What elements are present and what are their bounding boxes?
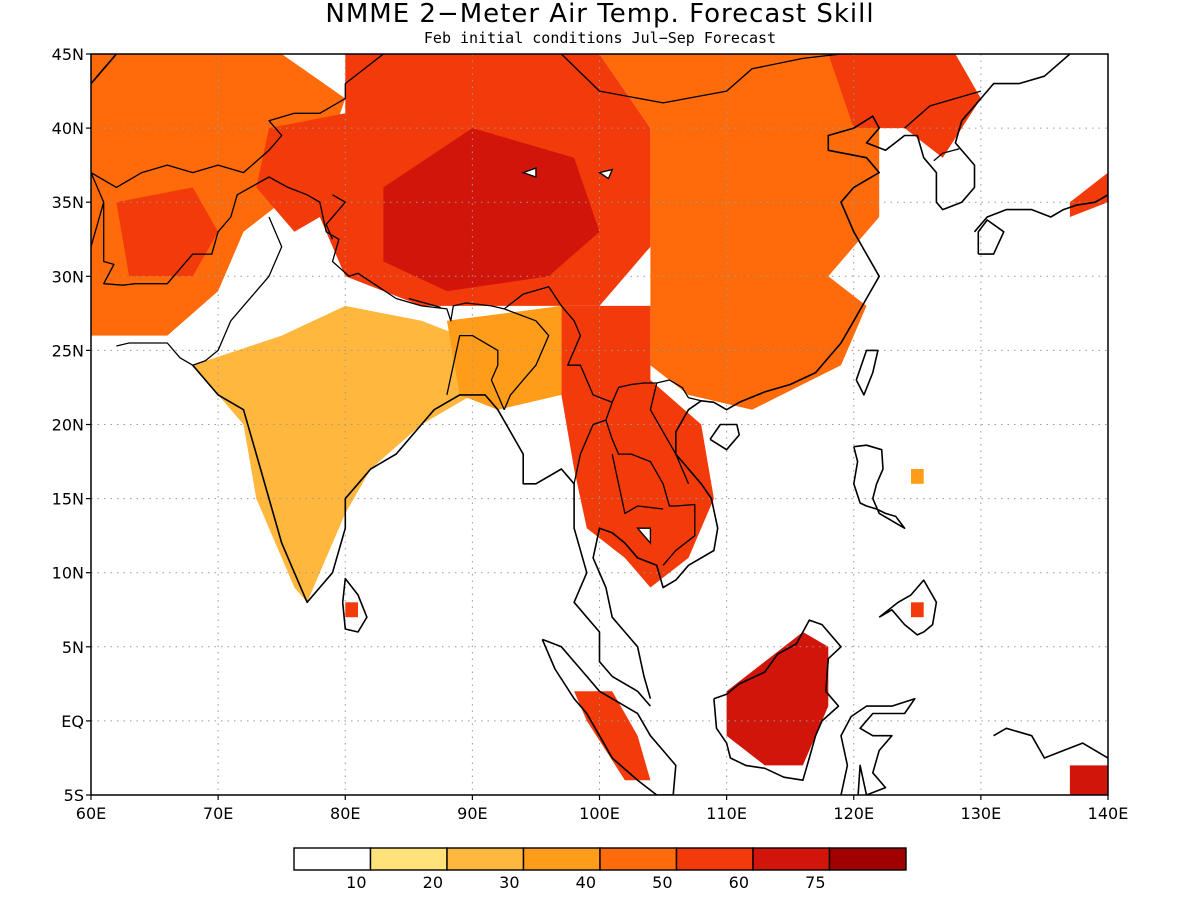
- colorbar-label: 60: [729, 873, 749, 892]
- coastline: [541, 638, 677, 795]
- y-tick-label: 45N: [52, 45, 84, 64]
- colorbar: 10 20 30 40 50 60 75: [293, 847, 907, 892]
- coastline: [878, 579, 938, 636]
- colorbar-swatch: [828, 847, 907, 871]
- country-border: [91, 54, 384, 189]
- colorbar-label: 75: [805, 873, 825, 892]
- x-tick-label: 140E: [1088, 804, 1129, 823]
- country-border: [116, 216, 283, 366]
- skill-region-borneo: [726, 632, 829, 766]
- y-tick-label: 35N: [52, 193, 84, 212]
- y-tick-label: 30N: [52, 267, 84, 286]
- lake: [597, 168, 614, 180]
- x-tick-label: 130E: [961, 804, 1002, 823]
- skill-region-new-guinea-part-: [1069, 765, 1108, 795]
- colorbar-label: 20: [423, 873, 443, 892]
- y-tick-label: 40N: [52, 119, 84, 138]
- coastline: [993, 727, 1108, 759]
- skill-region-philippines-patch: [911, 469, 924, 484]
- skill-region-japan-part-: [1069, 172, 1108, 217]
- y-tick-label: 15N: [52, 490, 84, 509]
- country-border: [325, 194, 346, 240]
- country-border: [611, 453, 664, 515]
- y-tick-label: 10N: [52, 564, 84, 583]
- skill-region-mindanao-patch: [911, 602, 924, 618]
- country-border: [649, 382, 690, 485]
- x-tick-label: 110E: [706, 804, 747, 823]
- country-border: [933, 148, 960, 162]
- skill-region-indian-subcontinent: [192, 305, 473, 603]
- country-border: [605, 419, 696, 566]
- coastline: [709, 423, 741, 451]
- x-tick-label: 80E: [330, 804, 360, 823]
- colorbar-swatch: [675, 847, 754, 871]
- country-border: [573, 402, 613, 484]
- x-tick-label: 70E: [203, 804, 233, 823]
- x-tick-label: 90E: [457, 804, 487, 823]
- country-border: [503, 308, 550, 410]
- colorbar-label: 10: [346, 873, 366, 892]
- skill-region-tibet-core: [383, 128, 600, 292]
- colorbar-label: 50: [652, 873, 672, 892]
- skill-region-sri-lanka-part-: [345, 602, 358, 618]
- coastlines: [91, 54, 1108, 817]
- country-border: [103, 176, 702, 403]
- y-tick-label: EQ: [61, 712, 84, 731]
- lake: [521, 167, 537, 178]
- coastline: [852, 444, 906, 530]
- colorbar-label: 40: [576, 873, 596, 892]
- lake: [636, 527, 652, 545]
- skill-region-north-china-mongolia: [599, 54, 880, 306]
- country-border: [408, 297, 441, 309]
- coastline: [341, 577, 368, 633]
- coastline: [713, 619, 842, 782]
- skill-region-southeast-china: [650, 276, 867, 410]
- y-tick-label: 5N: [62, 638, 84, 657]
- y-tick-label: 20N: [52, 416, 84, 435]
- x-axis: 60E 70E 80E 90E 100E 110E 120E 130E 140E: [76, 795, 1129, 823]
- skill-region-sumatra-part-: [574, 691, 651, 781]
- x-tick-label: 120E: [833, 804, 874, 823]
- coastline: [973, 180, 1108, 233]
- coastline: [592, 54, 1071, 699]
- country-border: [904, 90, 982, 129]
- country-border: [560, 54, 842, 104]
- coastline: [977, 219, 1005, 255]
- colorbar-swatch: [522, 847, 601, 871]
- y-tick-label: 25N: [52, 341, 84, 360]
- skill-region-northeast-china-korea: [828, 54, 981, 158]
- chart-title: NMME 2−Meter Air Temp. Forecast Skill: [325, 0, 875, 29]
- skill-field: [91, 54, 1108, 795]
- y-axis: 5S EQ 5N 10N 15N 20N 25N 30N 35N 40N 45N: [52, 45, 91, 805]
- x-tick-label: 60E: [76, 804, 106, 823]
- chart-subtitle: Feb initial conditions Jul−Sep Forecast: [423, 29, 777, 47]
- colorbar-swatch: [369, 847, 448, 871]
- colorbar-swatch: [446, 847, 525, 871]
- coastline: [192, 364, 652, 707]
- coastline: [855, 349, 879, 396]
- skill-region-bangladesh-ne-india: [446, 305, 562, 410]
- colorbar-swatch: [752, 847, 831, 871]
- country-border: [91, 172, 105, 247]
- coastline: [91, 54, 118, 85]
- skill-region-indochina: [561, 380, 714, 588]
- colorbar-label: 30: [499, 873, 519, 892]
- colorbar-swatch: [293, 847, 372, 871]
- x-tick-label: 100E: [579, 804, 620, 823]
- coastline: [663, 810, 701, 817]
- y-tick-label: 5S: [64, 786, 84, 805]
- coastline: [840, 697, 916, 795]
- colorbar-swatch: [599, 847, 678, 871]
- country-border: [446, 334, 505, 410]
